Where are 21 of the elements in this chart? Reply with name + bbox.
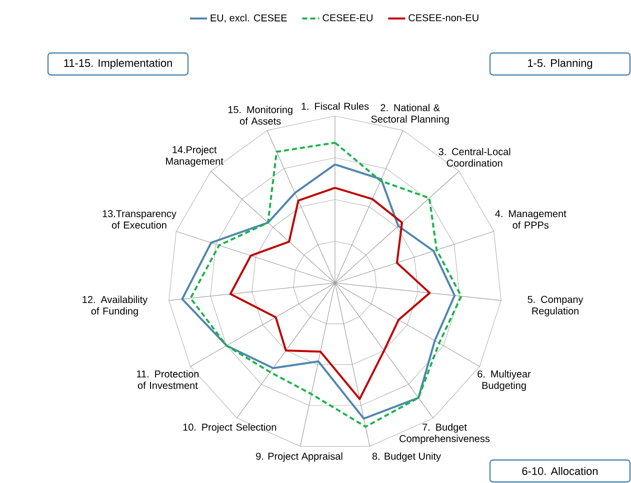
text: 6-10. Allocation — [522, 466, 598, 476]
spoke-label: 4. Management of PPPs — [495, 210, 566, 229]
legend-label: CESEE-EU — [322, 14, 372, 22]
legend-label: EU, excl. CESEE — [210, 14, 287, 23]
spoke-label: 3. Central-Local Coordination — [438, 148, 510, 167]
spoke-label: 14.Project Management — [166, 146, 224, 167]
spoke-label: 5. Company Regulation — [528, 296, 584, 316]
spoke-label: 15. Monitoring of Assets — [228, 106, 292, 125]
spoke-label: 6. Multiyear Budgeting — [478, 370, 531, 391]
text: 1-5. Planning — [528, 58, 592, 70]
spoke-label: 12. Availability of Funding — [82, 296, 148, 317]
spoke-label: 9. Project Appraisal — [256, 452, 342, 462]
spoke-label: 1. Fiscal Rules — [302, 102, 369, 110]
spoke-label: 8. Budget Unity — [372, 452, 441, 462]
spoke-label: 13.Transparency of Execution — [102, 210, 176, 229]
spoke-label: 2. National & Sectoral Planning — [371, 104, 449, 125]
spoke-label: 7. Budget Comprehensiveness — [400, 423, 490, 444]
spoke-label: 10. Project Selection — [183, 423, 276, 433]
legend-label: CESEE-non-EU — [408, 14, 478, 22]
text: 11-15. Implementation — [64, 58, 172, 70]
spoke-label: 11. Protection of Investment — [137, 370, 199, 389]
